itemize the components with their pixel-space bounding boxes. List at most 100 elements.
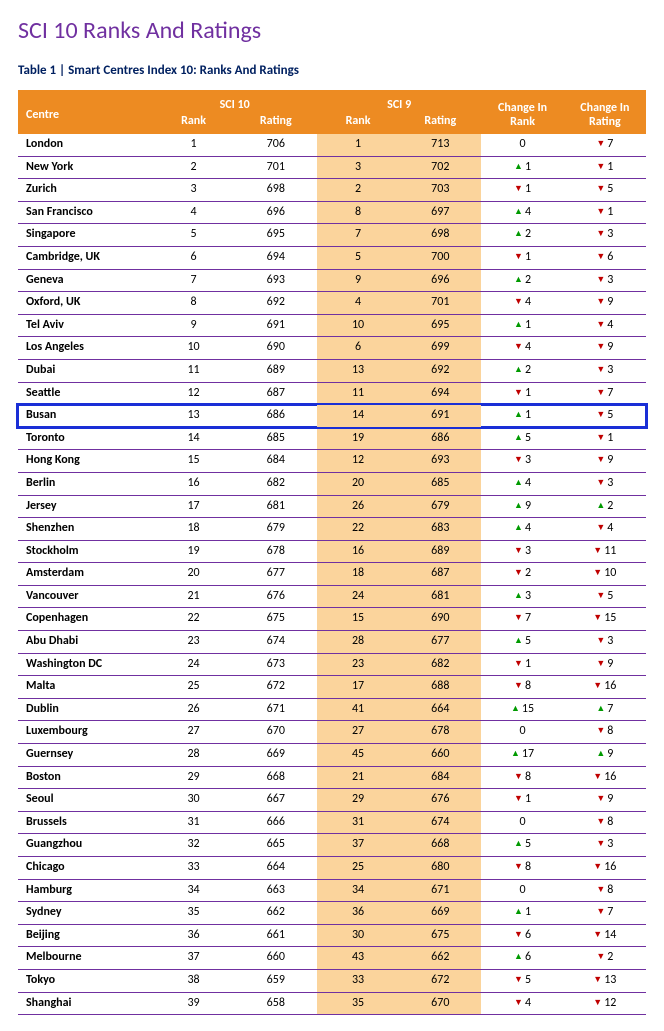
cell-sci10-rating: 674 — [235, 631, 317, 654]
down-triangle-icon: ▼ — [596, 183, 605, 195]
cell-sci10-rating: 660 — [235, 947, 317, 970]
cell-change-rating: ▼9 — [564, 789, 646, 812]
cell-sci10-rank: 14 — [152, 427, 234, 450]
cell-sci10-rank: 8 — [152, 292, 234, 315]
down-triangle-icon: ▼ — [514, 183, 523, 195]
th-change-rank: Change In Rank — [481, 90, 563, 134]
cell-sci9-rank: 37 — [317, 834, 399, 857]
cell-centre: Dubai — [18, 359, 152, 382]
cell-centre: Berlin — [18, 472, 152, 495]
cell-centre: Shenzhen — [18, 518, 152, 541]
cell-change-rank: ▼7 — [481, 608, 563, 631]
cell-change-rank: ▲2 — [481, 269, 563, 292]
down-triangle-icon: ▼ — [514, 454, 523, 466]
table-row: Shenzhen1867922683▲4▼4 — [18, 518, 646, 541]
cell-centre: Tel Aviv — [18, 314, 152, 337]
cell-change-rank: ▲2 — [481, 359, 563, 382]
cell-change-rank: ▼5 — [481, 969, 563, 992]
cell-sci9-rank: 14 — [317, 405, 399, 428]
th-centre: Centre — [18, 90, 152, 134]
cell-centre: Sydney — [18, 902, 152, 925]
cell-sci10-rank: 1 — [152, 134, 234, 156]
cell-change-rank: ▼1 — [481, 789, 563, 812]
cell-centre: Guangzhou — [18, 834, 152, 857]
cell-sci10-rank: 16 — [152, 472, 234, 495]
table-row: Tokyo3865933672▼5▼13 — [18, 969, 646, 992]
cell-sci10-rank: 38 — [152, 969, 234, 992]
cell-centre: Luxembourg — [18, 721, 152, 744]
cell-sci10-rating: 670 — [235, 721, 317, 744]
cell-sci9-rank: 18 — [317, 563, 399, 586]
down-triangle-icon: ▼ — [596, 387, 605, 399]
table-row: Hamburg34663346710▼8 — [18, 879, 646, 902]
cell-change-rating: ▼3 — [564, 472, 646, 495]
cell-sci9-rating: 698 — [399, 224, 481, 247]
up-triangle-icon: ▲ — [514, 590, 523, 602]
cell-sci9-rank: 8 — [317, 201, 399, 224]
cell-centre: London — [18, 134, 152, 156]
cell-sci10-rank: 24 — [152, 653, 234, 676]
down-triangle-icon: ▼ — [596, 477, 605, 489]
table-row: Chicago3366425680▼8▼16 — [18, 857, 646, 880]
cell-sci9-rating: 670 — [399, 992, 481, 1015]
cell-change-rating: ▼14 — [564, 924, 646, 947]
cell-sci10-rating: 687 — [235, 382, 317, 405]
cell-change-rating: ▼13 — [564, 969, 646, 992]
down-triangle-icon: ▼ — [514, 612, 523, 624]
cell-centre: Jersey — [18, 495, 152, 518]
down-triangle-icon: ▼ — [596, 206, 605, 218]
cell-change-rank: ▲4 — [481, 518, 563, 541]
cell-change-rank: 0 — [481, 879, 563, 902]
cell-change-rank: ▲5 — [481, 631, 563, 654]
th-sci10-rank: Rank — [152, 114, 234, 134]
table-row: Copenhagen2267515690▼7▼15 — [18, 608, 646, 631]
cell-sci10-rating: 666 — [235, 811, 317, 834]
cell-sci10-rank: 4 — [152, 201, 234, 224]
cell-sci9-rank: 35 — [317, 992, 399, 1015]
cell-sci9-rating: 676 — [399, 789, 481, 812]
cell-sci9-rating: 660 — [399, 744, 481, 767]
cell-sci9-rank: 19 — [317, 427, 399, 450]
up-triangle-icon: ▲ — [514, 906, 523, 918]
th-sci9-rank: Rank — [317, 114, 399, 134]
cell-centre: New York — [18, 156, 152, 179]
cell-sci9-rating: 695 — [399, 314, 481, 337]
cell-change-rating: ▼7 — [564, 382, 646, 405]
cell-change-rank: 0 — [481, 721, 563, 744]
cell-change-rating: ▼7 — [564, 902, 646, 925]
cell-change-rank: ▼4 — [481, 292, 563, 315]
cell-sci10-rating: 693 — [235, 269, 317, 292]
cell-centre: Guernsey — [18, 744, 152, 767]
cell-sci10-rating: 668 — [235, 766, 317, 789]
cell-centre: Seoul — [18, 789, 152, 812]
cell-change-rating: ▼5 — [564, 585, 646, 608]
table-row: Los Angeles106906699▼4▼9 — [18, 337, 646, 360]
up-triangle-icon: ▲ — [514, 409, 523, 421]
cell-sci10-rating: 706 — [235, 134, 317, 156]
cell-change-rank: ▲5 — [481, 834, 563, 857]
cell-sci10-rating: 665 — [235, 834, 317, 857]
cell-sci9-rating: 689 — [399, 540, 481, 563]
cell-change-rank: ▼3 — [481, 540, 563, 563]
cell-sci9-rank: 25 — [317, 857, 399, 880]
table-row: Malta2567217688▼8▼16 — [18, 676, 646, 699]
cell-sci10-rank: 19 — [152, 540, 234, 563]
table-row: Dublin2667141664▲15▲7 — [18, 698, 646, 721]
down-triangle-icon: ▼ — [596, 658, 605, 670]
down-triangle-icon: ▼ — [596, 228, 605, 240]
cell-centre: Shanghai — [18, 992, 152, 1015]
up-triangle-icon: ▲ — [514, 522, 523, 534]
down-triangle-icon: ▼ — [593, 861, 602, 873]
cell-sci9-rank: 33 — [317, 969, 399, 992]
cell-change-rating: ▼4 — [564, 518, 646, 541]
table-row: Beijing3666130675▼6▼14 — [18, 924, 646, 947]
down-triangle-icon: ▼ — [514, 658, 523, 670]
down-triangle-icon: ▼ — [514, 545, 523, 557]
cell-sci10-rank: 7 — [152, 269, 234, 292]
table-row: Stockholm1967816689▼3▼11 — [18, 540, 646, 563]
cell-change-rank: ▼1 — [481, 246, 563, 269]
cell-sci9-rating: 685 — [399, 472, 481, 495]
cell-change-rating: ▼8 — [564, 811, 646, 834]
cell-sci10-rating: 678 — [235, 540, 317, 563]
down-triangle-icon: ▼ — [596, 296, 605, 308]
